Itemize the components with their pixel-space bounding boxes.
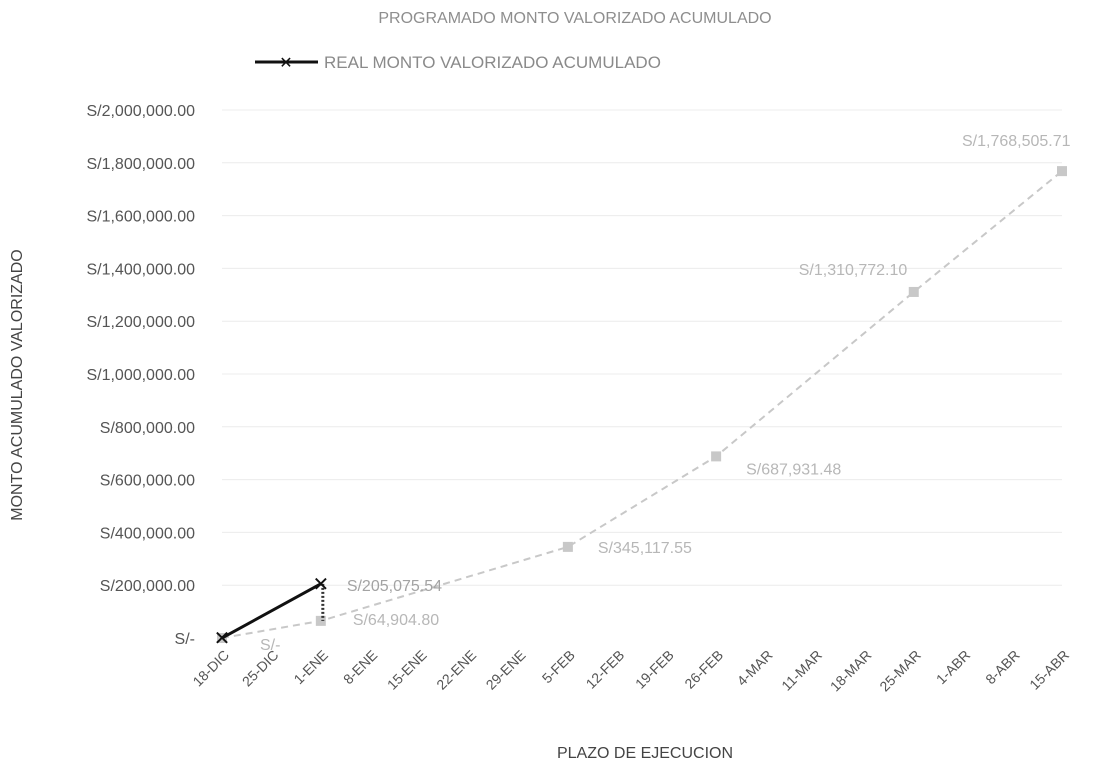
legend: ✕ REAL MONTO VALORIZADO ACUMULADO [255, 53, 661, 72]
data-label-programado: S/1,310,772.10 [799, 262, 908, 279]
chart-title: PROGRAMADO MONTO VALORIZADO ACUMULADO [378, 10, 771, 27]
x-tick-label: 1-ENE [290, 647, 330, 687]
y-tick-label: S/- [175, 631, 195, 648]
data-label-programado: S/1,768,505.71 [962, 133, 1071, 150]
y-tick-label: S/2,000,000.00 [86, 103, 195, 120]
x-tick-label: 25-MAR [876, 647, 924, 695]
data-label-real: S/205,075.54 [347, 578, 442, 595]
x-tick-label: 15-ABR [1026, 647, 1072, 693]
series: ✕✕ [214, 166, 1067, 650]
y-tick-label: S/1,800,000.00 [86, 156, 195, 173]
y-tick-label: S/1,000,000.00 [86, 367, 195, 384]
y-tick-label: S/200,000.00 [100, 578, 195, 595]
gridlines [222, 109, 1062, 586]
y-tick-label: S/1,400,000.00 [86, 261, 195, 278]
real-point-marker: ✕ [312, 574, 329, 596]
x-tick-label: 18-MAR [827, 647, 875, 695]
series-line-real [221, 582, 322, 640]
y-tick-label: S/600,000.00 [100, 473, 195, 490]
x-tick-label: 19-FEB [632, 647, 677, 692]
programado-point [1057, 166, 1067, 177]
legend-real-marker: ✕ [279, 55, 292, 72]
x-tick-label: 1-ABR [933, 647, 973, 687]
programado-point [908, 286, 919, 297]
x-tick-label: 15-ENE [384, 647, 430, 693]
programado-point [315, 615, 326, 626]
programado-point [562, 541, 573, 552]
x-tick-label: 8-ABR [982, 647, 1022, 687]
data-label-programado: S/687,931.48 [746, 461, 841, 478]
x-tick-label: 4-MAR [734, 647, 776, 689]
series-line-programado [221, 170, 1063, 639]
x-axis-label: PLAZO DE EJECUCION [557, 745, 733, 762]
y-tick-label: S/1,600,000.00 [86, 209, 195, 226]
x-tick-label: 26-FEB [681, 647, 726, 692]
y-axis-ticks: S/2,000,000.00 S/1,800,000.00 S/1,600,000.… [86, 103, 195, 648]
data-label-programado: S/345,117.55 [598, 540, 692, 557]
real-point-marker: ✕ [214, 628, 231, 650]
data-label-programado: S/- [260, 637, 280, 654]
y-tick-label: S/400,000.00 [100, 525, 195, 542]
y-tick-label: S/800,000.00 [100, 420, 195, 437]
x-tick-label: 8-ENE [340, 647, 380, 687]
x-tick-label: 29-ENE [483, 647, 529, 693]
y-axis-label: MONTO ACUMULADO VALORIZADO [9, 249, 26, 520]
legend-real-label: REAL MONTO VALORIZADO ACUMULADO [324, 53, 661, 72]
programado-point [711, 451, 722, 462]
data-label-programado: S/64,904.80 [353, 612, 439, 629]
x-axis-ticks: 18-DIC 25-DIC 1-ENE 8-ENE 15-ENE 22-ENE 29-ENE… [189, 647, 1072, 695]
x-tick-label: 18-DIC [189, 647, 232, 690]
x-tick-label: 11-MAR [778, 647, 825, 694]
y-tick-label: S/1,200,000.00 [86, 314, 195, 331]
data-labels: S/- S/64,904.80 S/345,117.55 S/687,931.48 S/… [260, 133, 1071, 654]
x-tick-label: 5-FEB [539, 647, 578, 686]
x-tick-label: 12-FEB [583, 647, 628, 692]
x-tick-label: 22-ENE [433, 647, 479, 693]
